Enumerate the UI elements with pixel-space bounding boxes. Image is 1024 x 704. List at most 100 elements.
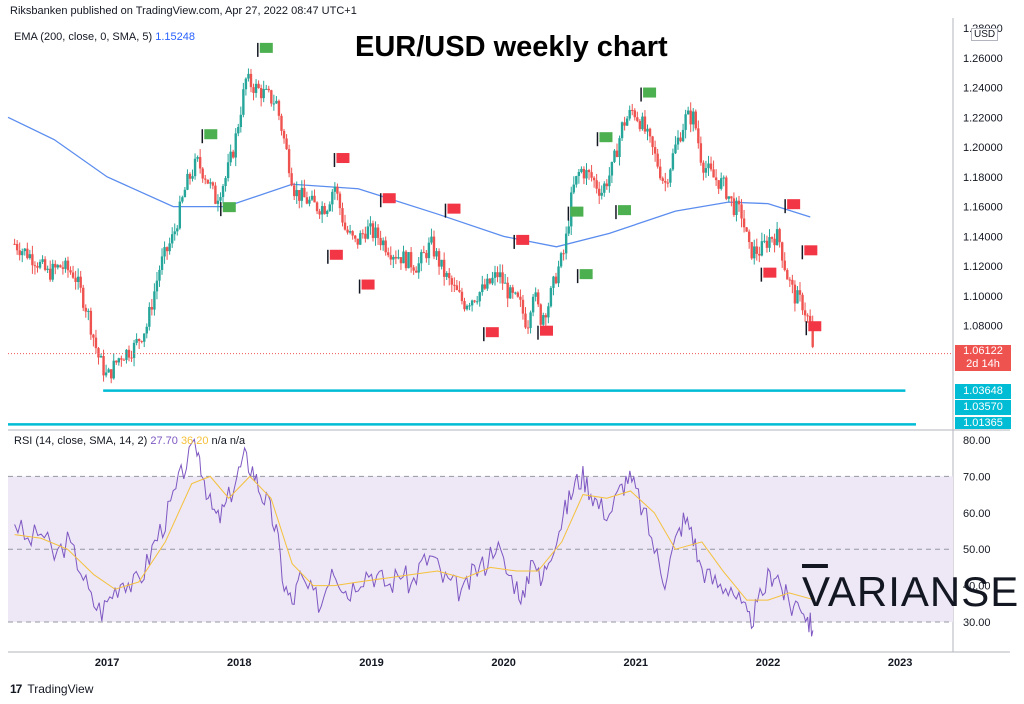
candle-body <box>64 260 67 269</box>
candle-body <box>445 273 448 277</box>
candle-body <box>209 182 212 184</box>
candle-body <box>369 223 372 227</box>
last-price-badge: 1.06122 2d 14h <box>955 345 1011 371</box>
candle-body <box>524 313 527 328</box>
candle-body <box>242 89 245 115</box>
candle-body <box>501 272 504 284</box>
candle-body <box>219 197 222 201</box>
candle-body <box>326 210 329 214</box>
candle-body <box>707 163 710 169</box>
candle-body <box>374 227 377 239</box>
candle-body <box>13 243 16 245</box>
candle-body <box>122 359 126 361</box>
candle-body <box>15 243 19 251</box>
candle-body <box>130 357 133 359</box>
candle-body <box>249 73 253 88</box>
candle-body <box>587 170 591 173</box>
currency-badge[interactable]: USD <box>971 28 999 41</box>
candle-body <box>786 270 789 280</box>
time-tick-label: 2018 <box>227 657 251 669</box>
tradingview-footer[interactable]: 17 TradingView <box>10 682 93 696</box>
candle-body <box>468 305 471 307</box>
candle-body <box>165 247 169 252</box>
candle-body <box>747 231 751 243</box>
candle-body <box>359 233 362 245</box>
candle-body <box>69 270 72 273</box>
candle-body <box>638 120 642 130</box>
candle-body <box>320 206 324 215</box>
candle-body <box>666 182 670 184</box>
candle-body <box>552 276 555 288</box>
candle-body <box>407 252 410 269</box>
candle-body <box>298 190 301 201</box>
candle-body <box>658 166 662 179</box>
candle-body <box>684 114 687 130</box>
candle-body <box>282 130 286 139</box>
candle-body <box>811 322 814 347</box>
candle-body <box>798 290 802 295</box>
candle-body <box>704 168 708 173</box>
candle-body <box>478 292 481 302</box>
candle-body <box>534 292 537 297</box>
candle-body <box>442 259 446 277</box>
candle-body <box>580 168 583 172</box>
candle-body <box>750 242 753 259</box>
candle-body <box>592 177 596 181</box>
candle-body <box>577 171 581 177</box>
candle-body <box>143 333 146 342</box>
candle-body <box>188 173 192 179</box>
green-flag-icon <box>259 42 273 53</box>
candle-body <box>51 263 54 280</box>
candle-body <box>737 200 741 205</box>
candle-body <box>697 128 700 144</box>
candle-body <box>140 341 143 343</box>
candle-body <box>115 360 118 363</box>
candle-body <box>31 254 34 266</box>
candle-body <box>519 296 522 300</box>
candle-body <box>608 175 611 187</box>
candle-body <box>33 265 37 267</box>
rsi-tick-label: 70.00 <box>963 471 991 483</box>
candle-body <box>773 238 776 246</box>
support-badge-3: 1.01365 <box>955 417 1011 429</box>
candle-body <box>778 229 781 243</box>
candle-body <box>135 338 138 343</box>
price-tick-label: 1.10000 <box>963 291 1003 303</box>
candle-body <box>465 305 469 310</box>
candle-body <box>193 158 197 177</box>
candle-body <box>303 187 306 198</box>
candle-body <box>262 89 265 99</box>
candle-body <box>676 137 680 145</box>
candle-body <box>26 248 29 259</box>
candle-body <box>547 306 550 318</box>
candle-body <box>725 177 728 199</box>
candle-body <box>28 254 32 259</box>
candle-body <box>730 196 733 199</box>
candle-body <box>270 90 273 104</box>
red-flag-icon <box>539 325 553 336</box>
candle-body <box>506 282 509 299</box>
candle-body <box>765 240 769 248</box>
ema-legend-value: 1.15248 <box>155 31 195 43</box>
candle-body <box>475 301 479 303</box>
candle-body <box>71 272 75 278</box>
candle-body <box>361 233 365 235</box>
candle-body <box>559 253 563 267</box>
candle-body <box>722 177 725 179</box>
tradingview-logo-icon: 17 <box>10 682 22 696</box>
candle-body <box>224 178 227 187</box>
green-flag-icon <box>204 129 218 140</box>
candle-body <box>572 184 575 193</box>
candle-body <box>36 266 39 268</box>
candle-body <box>808 315 812 323</box>
candle-body <box>582 168 586 179</box>
candle-body <box>328 204 331 211</box>
candle-body <box>803 310 807 316</box>
candle-body <box>717 180 720 189</box>
candle-body <box>204 178 207 180</box>
candle-body <box>79 276 82 288</box>
red-flag-icon <box>382 193 396 204</box>
candle-body <box>66 260 70 271</box>
rsi-tick-label: 50.00 <box>963 544 991 556</box>
